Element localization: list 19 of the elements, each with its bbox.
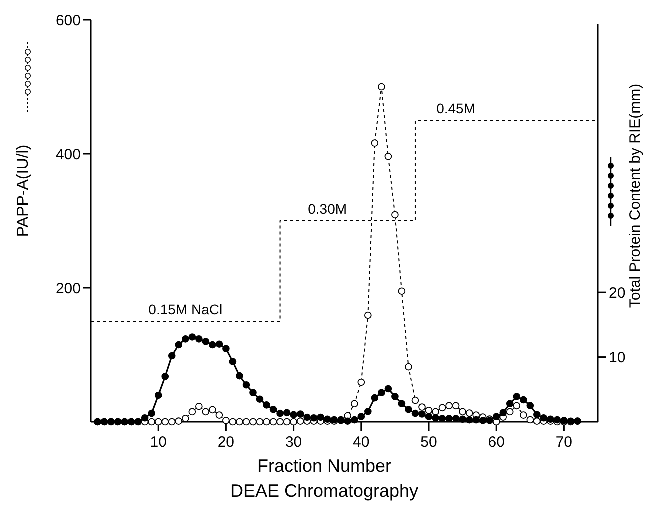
y-tick-label: 200	[56, 280, 81, 298]
x-tick-label: 70	[556, 434, 573, 451]
annotation: 0.30M	[308, 201, 348, 217]
y-tick-label: 600	[56, 12, 81, 30]
annotation: 0.15M NaCl	[148, 302, 223, 318]
x-tick-label: 40	[353, 434, 370, 451]
x-tick-label: 30	[285, 434, 302, 451]
y2-tick-label: 20	[609, 284, 626, 302]
x-axis-title: Fraction Number	[257, 456, 392, 476]
y-axis-title: PAPP-A(IU/l)	[15, 144, 32, 238]
x-tick-label: 10	[150, 434, 167, 451]
y-tick-label: 400	[56, 146, 81, 164]
x-tick-label: 20	[218, 434, 235, 451]
x-tick-label: 50	[420, 434, 438, 451]
x-tick-label: 60	[488, 434, 505, 451]
annotation: 0.45M	[436, 100, 476, 116]
y2-tick-label: 10	[609, 350, 626, 367]
text: DEAE Chromatography	[230, 481, 419, 501]
y2-axis-title: Total Protein Content by RIE(mm)	[627, 84, 644, 308]
